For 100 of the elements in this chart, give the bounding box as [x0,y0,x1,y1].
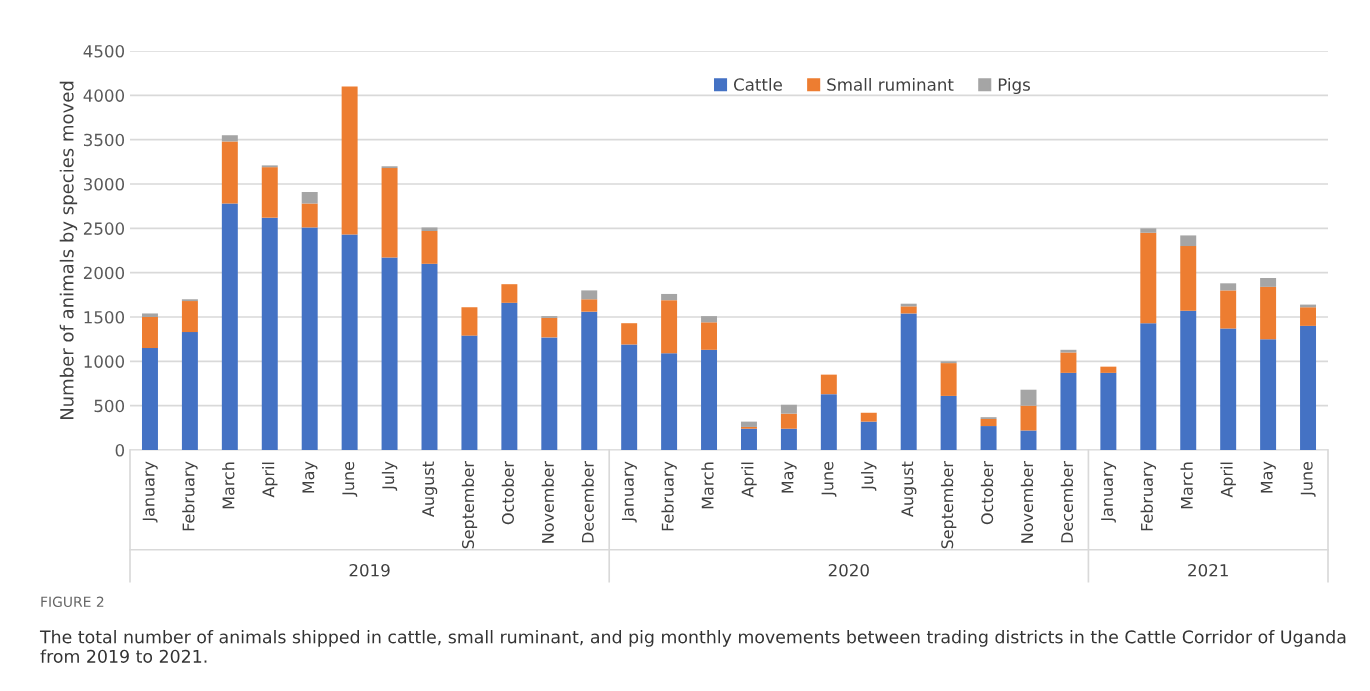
bar [221,141,238,204]
bar [1260,277,1277,287]
x-tick-label: December [581,461,594,543]
bar [980,418,997,427]
bar [900,313,917,450]
bar [820,374,837,395]
bar [381,168,398,258]
bar [221,135,238,142]
y-tick-label: 4000 [83,89,125,102]
bar [1260,286,1277,340]
x-tick-label: May [1260,461,1276,493]
bar [461,335,478,450]
bar [181,301,198,333]
bar [461,307,478,336]
x-tick-label: January [1101,461,1117,523]
bar [581,290,598,300]
bar [1020,430,1037,450]
bar [1140,228,1157,233]
bar [860,421,877,450]
x-tick-label: September [461,461,478,549]
y-tick-label: 1500 [84,310,125,324]
bar [860,412,877,422]
y-axis-title: Number of animals by species moved [59,81,78,420]
bar [1020,389,1037,406]
bar [1180,246,1197,311]
bar [1100,366,1117,373]
bar [141,348,158,450]
bar [1180,235,1197,247]
bar [1140,232,1157,324]
bar [1100,372,1117,450]
x-tick-label: April [262,462,278,498]
bar [940,395,957,450]
bar [1060,352,1077,373]
bar [621,323,638,345]
bar [181,332,198,450]
bar [900,306,917,314]
bar [421,263,438,450]
x-tick-label: July [381,461,398,491]
bar [940,363,957,396]
bar [141,317,158,349]
x-tick-label: March [222,462,235,509]
bar [1300,307,1317,326]
bar [780,428,797,450]
x-tick-label: February [1140,461,1157,531]
x-tick-label: October [501,461,514,525]
x-tick-label: January [142,461,158,523]
bar [381,257,398,450]
bar [701,316,718,323]
bar [1220,290,1237,329]
legend-label: Cattle [733,77,782,91]
bar [421,230,438,264]
bar [661,300,678,354]
bar [701,322,718,350]
x-tick-label: August [422,461,438,517]
bar [141,313,158,317]
bar [980,426,997,450]
y-tick-label: 3000 [83,177,125,191]
x-tick-label: August [901,461,917,517]
x-tick-label: December [1060,461,1074,543]
bar [1140,323,1157,450]
y-tick-label: 500 [94,399,125,413]
legend-label: Pigs [998,77,1030,95]
x-tick-label: June [1300,461,1316,497]
bar [780,413,797,429]
x-tick-label: March [1180,462,1193,509]
bar [740,421,757,427]
x-tick-label: April [741,462,757,498]
bar [1180,310,1197,450]
y-tick-label: 2000 [83,266,125,280]
bar [581,311,598,450]
bar [1020,405,1037,431]
bar [421,227,438,231]
text: 2020 [828,563,869,577]
text: 2021 [1188,563,1228,577]
y-tick-label: 4500 [83,44,125,58]
legend-label: Small ruminant [827,77,954,91]
bar [1260,339,1277,450]
x-tick-label: March [701,462,714,509]
x-tick-label: November [1020,461,1034,543]
x-tick-label: June [342,461,358,497]
text: 2019 [349,563,390,577]
y-tick-label: 2500 [83,222,125,235]
x-tick-label: June [821,461,837,497]
bar [261,167,278,218]
x-tick-label: January [621,461,637,523]
bar [661,293,678,301]
bar [341,86,358,235]
bar [701,349,718,450]
x-tick-label: July [861,461,877,491]
x-tick-label: April [1220,462,1236,498]
bar [301,203,318,228]
x-tick-label: February [182,461,198,531]
bar [341,234,358,450]
text: The total number of animals shipped in cattle, small ruminant, and pig monthly movements between trading districts in the Cattle Corridor of Uganda from 2019 to 2021. [39,630,1346,663]
bar [261,217,278,450]
bar [301,191,318,204]
x-tick-label: February [661,461,677,531]
x-tick-label: November [541,461,554,543]
x-tick-label: October [980,461,994,525]
x-tick-label: May [781,461,797,493]
